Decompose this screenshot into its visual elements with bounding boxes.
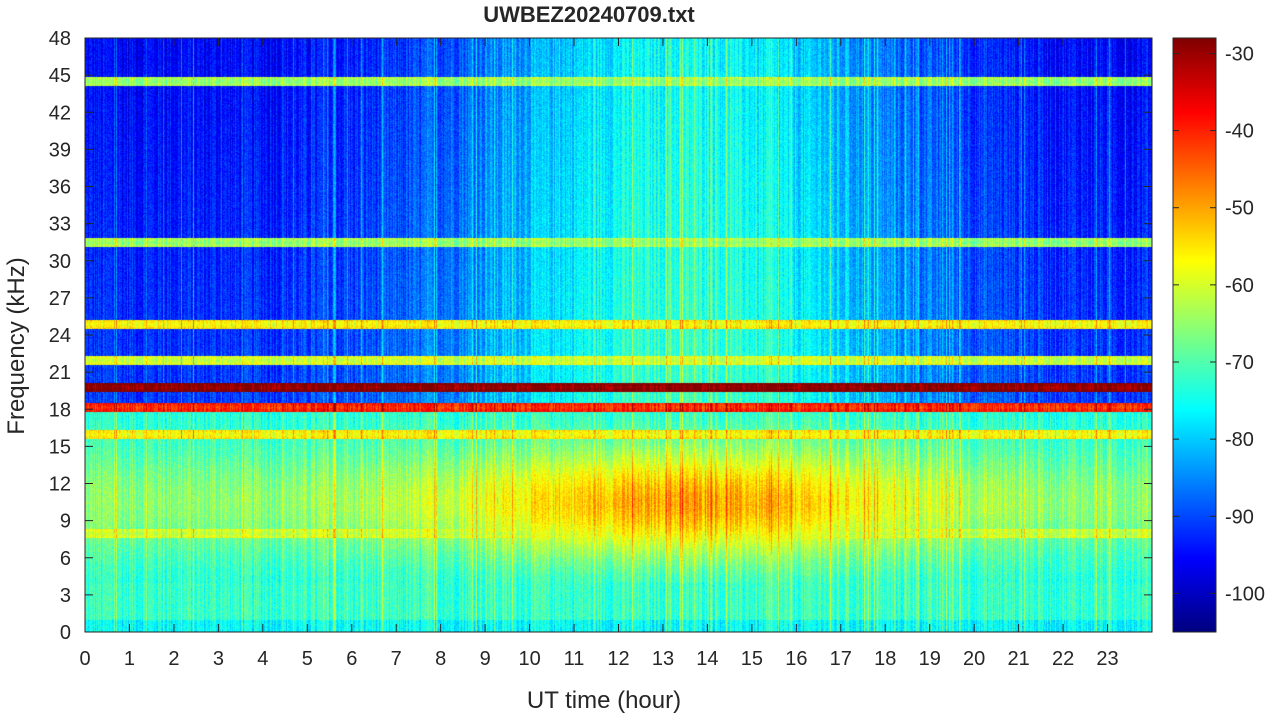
x-tick-label: 22 — [1052, 648, 1074, 670]
y-tick-label: 27 — [49, 288, 71, 310]
colorbar-tick-label: -70 — [1225, 352, 1254, 374]
x-tick-label: 12 — [607, 648, 629, 670]
y-tick-label: 33 — [49, 214, 71, 236]
x-tick-label: 0 — [79, 648, 90, 670]
y-tick-label: 30 — [49, 251, 71, 273]
y-tick-label: 6 — [60, 548, 71, 570]
x-tick-label: 16 — [785, 648, 807, 670]
y-tick-label: 3 — [60, 585, 71, 607]
x-tick-label: 11 — [564, 648, 585, 670]
colorbar — [1172, 37, 1217, 633]
x-tick-label: 20 — [963, 648, 985, 670]
x-tick-label: 1 — [124, 648, 135, 670]
x-tick-label: 2 — [168, 648, 179, 670]
y-tick-label: 36 — [49, 177, 71, 199]
y-tick-label: 39 — [49, 139, 71, 161]
colorbar-tick-label: -60 — [1225, 275, 1254, 297]
colorbar-tick-label: -50 — [1225, 198, 1254, 220]
x-tick-label: 21 — [1008, 648, 1030, 670]
y-tick-label: 45 — [49, 65, 71, 87]
x-tick-label: 13 — [652, 648, 674, 670]
x-tick-label: 23 — [1096, 648, 1118, 670]
x-tick-label: 5 — [302, 648, 313, 670]
y-tick-label: 42 — [49, 102, 71, 124]
colorbar-tick-label: -30 — [1225, 43, 1254, 65]
y-tick-label: 21 — [49, 362, 71, 384]
colorbar-ticks: -30 -40 -50 -60 -70 -80 -90 -100 — [1173, 43, 1265, 605]
y-tick-label: 48 — [49, 28, 71, 50]
x-tick-label: 8 — [435, 648, 446, 670]
x-axis: 0 1 2 3 4 5 6 7 8 9 10 11 12 13 14 15 16 17 18 19 20 21 22 23 — [79, 38, 1119, 670]
x-tick-label: 3 — [213, 648, 224, 670]
x-tick-label: 18 — [874, 648, 896, 670]
x-tick-label: 4 — [257, 648, 268, 670]
x-tick-label: 15 — [741, 648, 763, 670]
x-tick-label: 6 — [346, 648, 357, 670]
x-tick-label: 10 — [518, 648, 540, 670]
x-axis-label: UT time (hour) — [527, 687, 681, 714]
colorbar-tick-label: -80 — [1225, 429, 1254, 451]
y-axis-label: Frequency (kHz) — [3, 257, 30, 434]
y-tick-label: 15 — [49, 436, 71, 458]
colorbar-tick-label: -40 — [1225, 121, 1254, 143]
y-tick-label: 0 — [60, 622, 71, 644]
heatmap-area — [85, 38, 1152, 632]
x-tick-label: 19 — [919, 648, 941, 670]
y-tick-label: 12 — [49, 474, 71, 496]
colorbar-tick-label: -100 — [1225, 583, 1265, 605]
y-tick-label: 9 — [60, 511, 71, 533]
y-tick-label: 18 — [49, 399, 71, 421]
chart-title: UWBEZ20240709.txt — [483, 2, 695, 27]
x-tick-label: 14 — [696, 648, 718, 670]
y-tick-label: 24 — [49, 325, 71, 347]
x-tick-label: 7 — [391, 648, 402, 670]
colorbar-tick-label: -90 — [1225, 506, 1254, 528]
x-tick-label: 9 — [480, 648, 491, 670]
x-tick-label: 17 — [830, 648, 852, 670]
